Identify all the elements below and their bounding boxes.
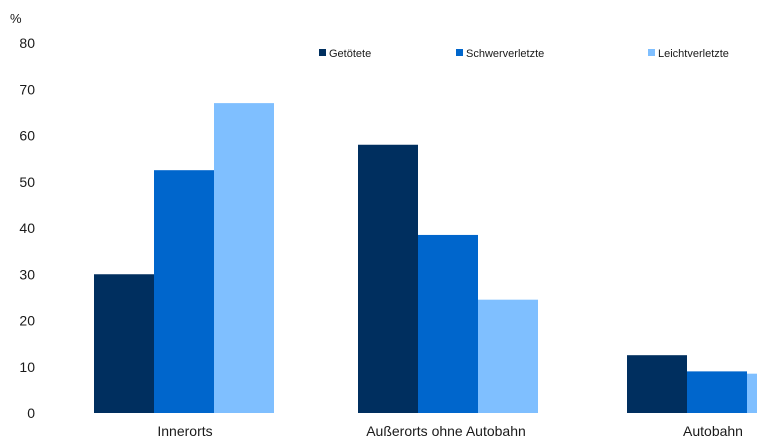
- category-label: Autobahn: [683, 423, 743, 439]
- legend-swatch-getötete: [319, 49, 326, 56]
- y-axis-ticks: 0 10 20 30 40 50 60 70 80: [19, 35, 35, 421]
- bar-getötete-2: [358, 144, 418, 413]
- legend-label: Getötete: [329, 48, 371, 60]
- bar-leichtverletzte-1: [214, 103, 274, 413]
- y-tick-label: 70: [19, 81, 35, 97]
- legend-swatch-schwerverletzte: [456, 49, 463, 56]
- y-tick-label: 0: [27, 405, 35, 421]
- y-tick-label: 10: [19, 359, 35, 375]
- legend-swatch-leichtverletzte: [648, 49, 655, 56]
- y-tick-label: 50: [19, 174, 35, 190]
- bar-series-group: [94, 103, 757, 413]
- legend-label: Schwerverletzte: [466, 48, 544, 60]
- bar-schwerverletzte-1: [154, 170, 214, 413]
- bar-getötete-1: [94, 274, 154, 413]
- legend-label: Leichtverletzte: [658, 48, 729, 60]
- y-tick-label: 60: [19, 128, 35, 144]
- y-axis-unit-label: %: [10, 11, 22, 26]
- y-tick-label: 40: [19, 220, 35, 236]
- bar-leichtverletzte-2: [478, 299, 538, 413]
- bar-schwerverletzte-3: [687, 371, 747, 413]
- category-label: Außerorts ohne Autobahn: [366, 423, 526, 439]
- category-label: Innerorts: [157, 423, 212, 439]
- y-tick-label: 20: [19, 313, 35, 329]
- y-tick-label: 30: [19, 266, 35, 282]
- y-tick-label: 80: [19, 35, 35, 51]
- x-axis-category-labels: Innerorts Außerorts ohne Autobahn Autobahn: [157, 423, 743, 439]
- bar-getötete-3: [627, 355, 687, 413]
- bar-leichtverletzte-3: [747, 373, 757, 413]
- bar-schwerverletzte-2: [418, 234, 478, 413]
- legend: Getötete Schwerverletzte Leichtverletzte: [319, 48, 729, 60]
